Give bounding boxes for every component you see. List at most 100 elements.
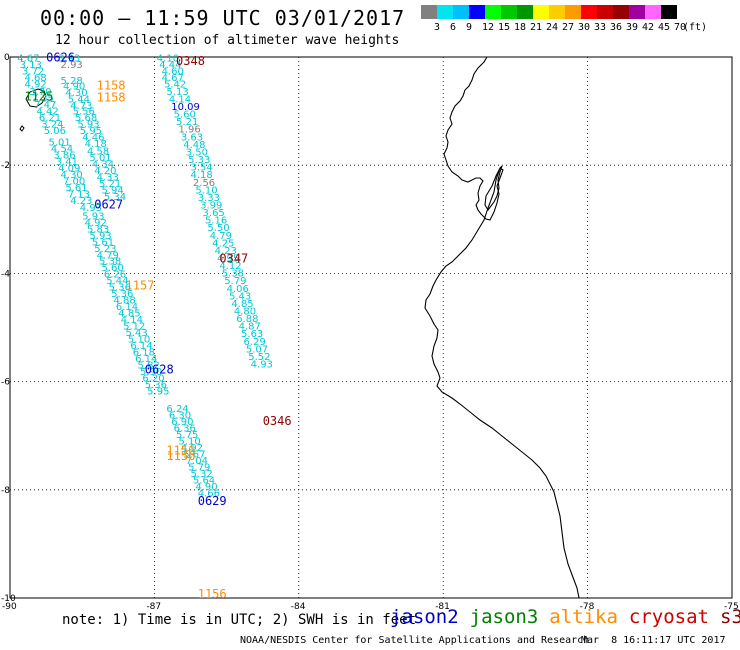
swh-value: 4.44 <box>159 60 181 71</box>
swh-value: 3.86 <box>53 151 75 162</box>
swh-value: 3.13 <box>20 60 42 71</box>
swh-value: 4.58 <box>87 146 109 157</box>
swh-value: 5.21 <box>99 179 121 190</box>
swh-value: 5.44 <box>106 276 128 287</box>
swh-value: 1.96 <box>178 125 200 136</box>
swh-value: 5.43 <box>126 328 148 339</box>
pass-time-label: 1125 <box>24 89 53 103</box>
swh-value: 4.10 <box>157 53 179 64</box>
scale-swatch <box>581 5 597 19</box>
swh-value: 3.93 <box>58 53 80 64</box>
swh-value: 6.18 <box>133 348 155 359</box>
swh-value: 4.33 <box>97 172 119 183</box>
satellite-legend: jason2 jason3 altika cryosat s3a <box>390 606 740 628</box>
scale-swatch <box>565 5 581 19</box>
swh-value: 4.79 <box>210 231 232 242</box>
legend-item-s3a: s3a <box>720 606 740 628</box>
y-tick-label: -2 <box>1 161 10 171</box>
swh-value: 3.24 <box>41 119 63 130</box>
page-title: 00:00 – 11:59 UTC 03/01/2017 <box>40 6 406 30</box>
scale-swatch <box>549 5 565 19</box>
swh-value: 7.47 <box>34 100 56 111</box>
swh-value: 5.21 <box>176 117 198 128</box>
swh-value: 5.90 <box>140 367 162 378</box>
color-scale: 3 6 9 12 15 18 21 24 27 30 33 36 39 42 45 70 (ft) <box>421 5 707 33</box>
swh-value: 5.79 <box>224 276 246 287</box>
scale-label: 33 <box>594 22 607 33</box>
scale-label: 36 <box>610 22 623 33</box>
generated-timestamp: Mar 8 16:11:17 UTC 2017 <box>581 635 726 646</box>
swh-value: 5.83 <box>87 224 109 235</box>
swh-value: 4.90 <box>195 482 217 493</box>
scale-label: 12 <box>482 22 495 33</box>
swh-value: 6.26 <box>104 270 126 281</box>
legend-item-jason2: jason2 <box>390 606 459 628</box>
swh-value: 4.80 <box>234 307 256 318</box>
scale-swatch <box>421 5 437 19</box>
swh-value: 3.70 <box>29 87 51 98</box>
x-tick-label: -75 <box>724 602 739 612</box>
swh-value: 5.93 <box>82 211 104 222</box>
scale-swatch <box>485 5 501 19</box>
y-tick-label: 0 <box>4 53 10 63</box>
pass-time-label: 0347 <box>219 252 248 266</box>
swh-value: 3.72 <box>22 66 44 77</box>
swh-value: 4.30 <box>65 88 87 99</box>
swh-value: 4.92 <box>85 218 107 229</box>
scale-label: 70 <box>674 22 687 33</box>
swh-value: 4.68 <box>24 73 46 84</box>
swh-value: 10.09 <box>171 102 200 113</box>
swh-value: 5.10 <box>128 335 150 346</box>
swh-value: 5.01 <box>49 138 71 149</box>
swh-value: 6.24 <box>166 404 188 415</box>
pass-time-label: 0629 <box>198 494 227 508</box>
swh-value: 6.14 <box>116 302 138 313</box>
swh-value: 5.13 <box>166 87 188 98</box>
swh-value: 5.36 <box>109 283 131 294</box>
swh-value: 4.60 <box>162 66 184 77</box>
swh-value: 4.54 <box>51 144 73 155</box>
swh-value: 5.42 <box>164 79 186 90</box>
scale-label: (ft) <box>683 22 708 33</box>
swh-value: 4.12 <box>219 261 241 272</box>
swh-value: 4.18 <box>191 170 213 181</box>
pass-time-label: 0628 <box>145 362 174 376</box>
swh-value: 6.36 <box>174 423 196 434</box>
y-tick-label: -4 <box>1 269 10 279</box>
swh-value: 5.32 <box>191 469 213 480</box>
scale-label: 42 <box>642 22 655 33</box>
swh-value: 5.95 <box>80 126 102 137</box>
pass-time-label: 1156 <box>166 449 195 463</box>
swh-value: 4.25 <box>212 238 234 249</box>
swh-value: 5.10 <box>195 185 217 196</box>
swh-value: 4.90 <box>63 81 85 92</box>
scale-label: 18 <box>514 22 527 33</box>
swh-value: 6.20 <box>142 374 164 385</box>
swh-value: 3.50 <box>186 147 208 158</box>
swh-value: 6.21 <box>39 113 61 124</box>
swh-value: 4.93 <box>251 360 273 371</box>
swh-value: 5.56 <box>73 106 95 117</box>
swh-value: 5.16 <box>205 216 227 227</box>
page-subtitle: 12 hour collection of altimeter wave hei… <box>55 33 400 48</box>
swh-value: 5.23 <box>94 244 116 255</box>
swh-value: 4.87 <box>239 322 261 333</box>
swh-value: 4.66 <box>198 488 220 499</box>
swh-value: 5.60 <box>174 110 196 121</box>
swh-value: 5.60 <box>101 263 123 274</box>
swh-value: 4.67 <box>17 53 39 64</box>
swh-value: 4.14 <box>121 315 143 326</box>
scale-label: 30 <box>578 22 591 33</box>
swh-value: 2.56 <box>193 178 215 189</box>
galapagos-islet <box>19 125 25 132</box>
swh-value: 5.36 <box>111 289 133 300</box>
legend-item-altika: altika <box>549 606 618 628</box>
swh-value: 3.65 <box>203 208 225 219</box>
swh-value: 4.14 <box>169 94 191 105</box>
scale-swatch <box>613 5 629 19</box>
swh-value: 6.90 <box>171 417 193 428</box>
swh-value: 3.99 <box>200 200 222 211</box>
swh-value: 4.18 <box>85 139 107 150</box>
swh-value: 4.46 <box>82 132 104 143</box>
